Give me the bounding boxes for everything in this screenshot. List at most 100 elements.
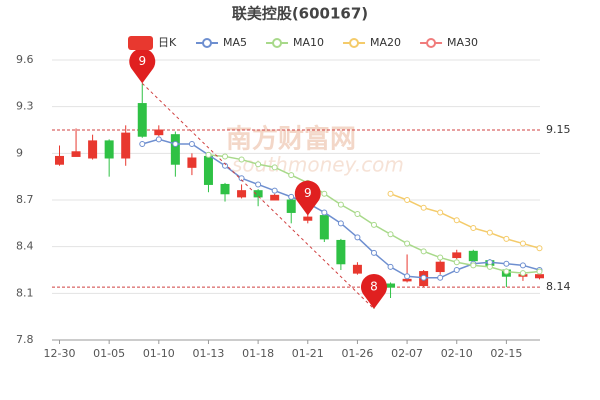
candle-body — [237, 190, 247, 198]
candle-body — [203, 155, 213, 185]
candle-body — [352, 264, 362, 274]
ma-point — [139, 141, 146, 147]
watermark: 南方财富网 — [226, 124, 356, 155]
ma-point — [453, 267, 460, 273]
ma-point — [188, 141, 195, 147]
marker-pin — [294, 180, 321, 216]
legend-label: MA30 — [447, 36, 478, 49]
x-tick-label: 01-26 — [341, 347, 373, 360]
ma-point — [321, 190, 328, 197]
x-tick-label: 01-05 — [93, 347, 125, 360]
candle-body — [71, 151, 81, 157]
candle-body — [303, 216, 313, 221]
legend-icon — [128, 36, 153, 50]
ma-point — [255, 161, 262, 168]
marker-label: 9 — [138, 54, 146, 68]
marker-pin — [129, 48, 156, 84]
ma-point — [420, 204, 427, 211]
ma-point — [503, 268, 510, 275]
ma-point — [453, 217, 460, 224]
candle-body — [435, 261, 445, 273]
x-tick-label: 01-21 — [292, 347, 324, 360]
ma-point — [337, 220, 344, 227]
ma-point — [503, 260, 510, 267]
candle-body — [104, 140, 114, 159]
x-tick-label: 02-07 — [391, 347, 423, 360]
ma-point — [536, 268, 543, 275]
ma-point — [337, 201, 344, 208]
candle-body — [55, 155, 64, 165]
ma-point — [238, 156, 245, 163]
trend-line — [141, 82, 375, 310]
ma-point — [321, 209, 328, 216]
ma-point — [519, 262, 526, 269]
y-tick-label: 8.7 — [16, 193, 34, 206]
ma-point — [437, 274, 444, 281]
x-tick-label: 01-13 — [192, 347, 224, 360]
x-tick-label: 02-15 — [490, 347, 522, 360]
y-tick-label: 9.6 — [16, 53, 34, 66]
ma-point — [222, 153, 229, 160]
candle-body — [319, 215, 329, 240]
candle-body — [154, 129, 164, 136]
ma-point — [536, 245, 543, 252]
y-tick-label: 8.4 — [16, 240, 34, 253]
ma-point — [172, 141, 179, 147]
ma-line — [390, 193, 540, 249]
ma-point — [387, 231, 394, 238]
ma-point — [354, 211, 361, 217]
y-tick-label: 8.1 — [16, 286, 34, 299]
ma-point — [453, 259, 460, 266]
ma-point — [404, 240, 411, 247]
chart-title: 联美控股(600167) — [232, 5, 368, 23]
reference-label: 9.15 — [546, 123, 571, 136]
ma-point — [238, 175, 245, 182]
ma-point — [420, 274, 427, 281]
ma-point — [255, 181, 262, 188]
ma-point — [370, 221, 377, 228]
y-tick-label: 9.3 — [16, 100, 34, 113]
candle-body — [137, 103, 147, 137]
x-tick-label: 02-10 — [441, 347, 473, 360]
ma-point — [404, 273, 411, 280]
ma-point — [437, 254, 444, 261]
candle-body — [121, 132, 131, 159]
ma-point — [387, 263, 394, 270]
candle-body — [286, 199, 296, 213]
legend-icon — [202, 38, 212, 48]
candle-body — [468, 250, 478, 262]
ma-point — [519, 240, 526, 247]
x-tick-label: 12-30 — [44, 347, 76, 360]
ma-point — [503, 235, 510, 242]
legend-label: MA10 — [293, 36, 324, 49]
candle-body — [452, 252, 462, 259]
ma-point — [437, 209, 444, 216]
legend-label: MA5 — [223, 36, 247, 49]
ma-point — [271, 187, 278, 194]
candle-body — [220, 183, 230, 195]
ma-point — [470, 262, 477, 269]
candle-body — [336, 239, 346, 265]
candle-body — [253, 190, 263, 198]
legend-icon — [426, 38, 437, 48]
legend-label: MA20 — [370, 36, 401, 49]
ma-point — [470, 225, 477, 231]
ma-point — [354, 234, 361, 241]
ma-point — [370, 249, 377, 256]
candle-body — [170, 134, 180, 165]
x-tick-label: 01-10 — [143, 347, 175, 360]
ma-point — [387, 190, 394, 197]
x-tick-label: 01-18 — [242, 347, 274, 360]
ma-point — [271, 164, 278, 171]
ma-point — [205, 151, 212, 158]
y-tick-label: 7.8 — [16, 333, 34, 346]
candle-body — [402, 278, 412, 282]
candle-body — [386, 283, 396, 288]
marker-label: 8 — [370, 279, 378, 293]
ma-point — [288, 193, 295, 200]
marker-pin — [360, 273, 387, 309]
candle-body — [187, 157, 197, 168]
candle-body — [270, 194, 280, 201]
ma-point — [288, 172, 295, 179]
